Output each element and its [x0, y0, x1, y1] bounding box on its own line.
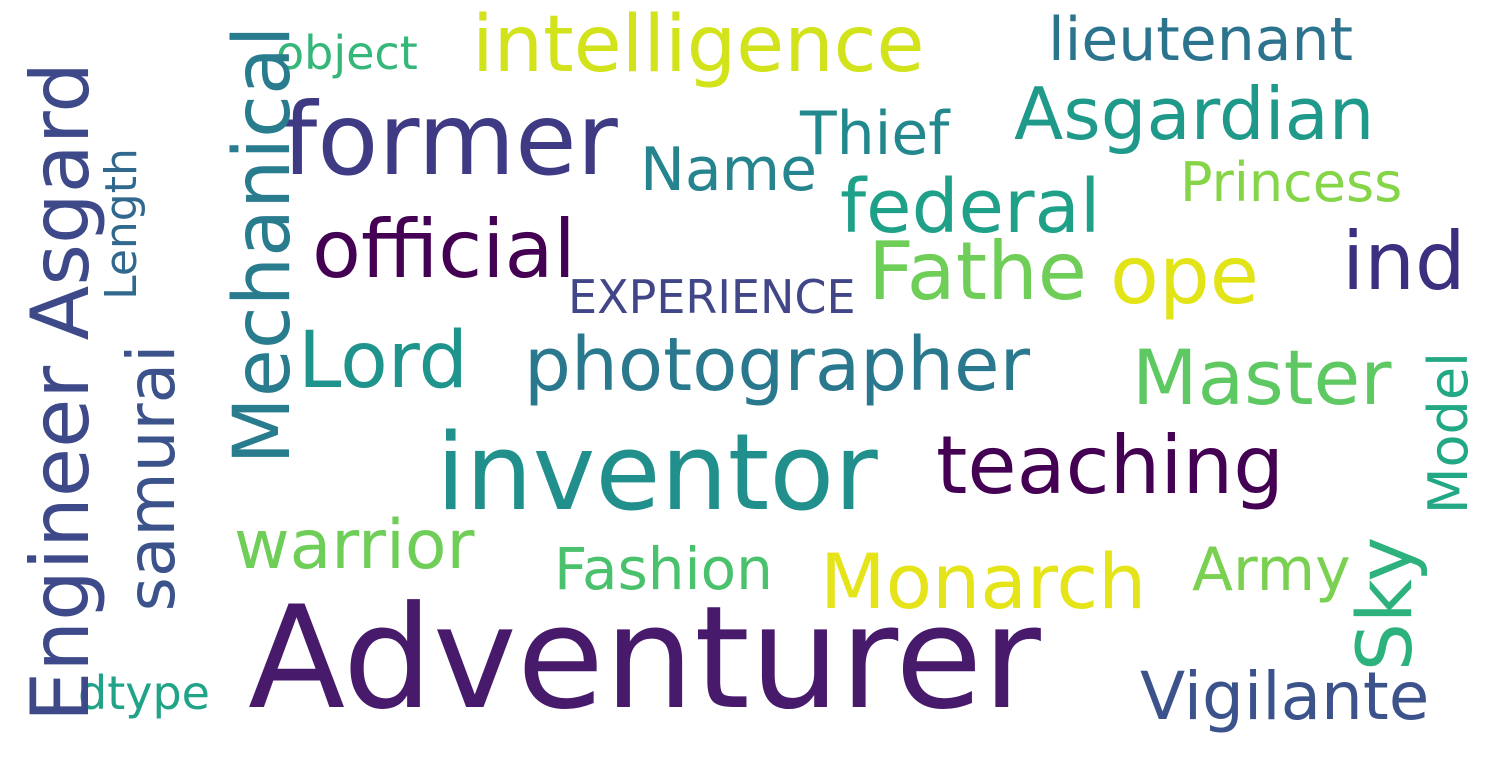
word-vigilante: Vigilante	[1140, 658, 1430, 735]
word-fathe: Fathe	[868, 225, 1087, 318]
word-teaching: teaching	[936, 419, 1285, 512]
word-monarch: Monarch	[820, 537, 1147, 626]
word-fashion: Fashion	[554, 535, 773, 603]
word-object: object	[276, 26, 418, 80]
word-princess: Princess	[1180, 151, 1403, 214]
word-length: Length	[96, 148, 147, 300]
word-inventor: inventor	[436, 411, 878, 534]
word-experience: EXPERIENCE	[568, 270, 856, 324]
word-intelligence: intelligence	[472, 0, 925, 90]
word-federal: federal	[840, 164, 1101, 250]
word-lord: Lord	[298, 316, 469, 406]
word-photographer: photographer	[524, 322, 1031, 408]
word-dtype: dtype	[78, 666, 210, 720]
word-sky: Sky	[1340, 536, 1429, 672]
word-adventurer: Adventurer	[248, 576, 1041, 741]
word-asgardian: Asgardian	[1014, 72, 1375, 156]
word-thief: Thief	[800, 99, 950, 169]
word-ind: ind	[1342, 215, 1466, 308]
word-name: Name	[640, 135, 818, 205]
word-former: former	[282, 81, 618, 198]
word-mechanical: Mechanical	[218, 25, 308, 465]
word-army: Army	[1192, 535, 1351, 605]
word-ope: ope	[1110, 229, 1259, 322]
word-warrior: warrior	[234, 506, 475, 585]
word-official: official	[312, 203, 576, 296]
word-master: Master	[1132, 333, 1392, 422]
word-samurai: samurai	[113, 344, 190, 612]
word-lieutenant: lieutenant	[1048, 5, 1354, 75]
word-model: Model	[1417, 351, 1480, 515]
